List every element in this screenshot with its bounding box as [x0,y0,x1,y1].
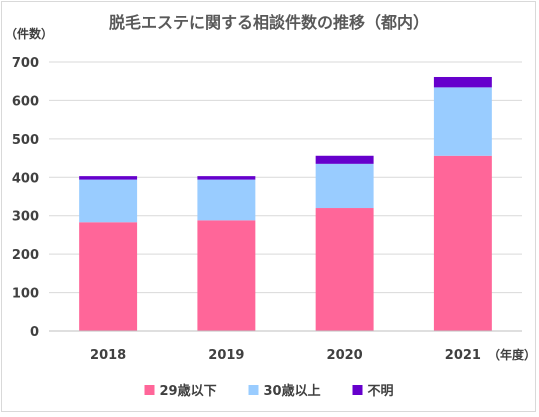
legend-label: 29歳以下 [160,383,217,399]
bar-segment [433,155,492,331]
x-tick-label: 2020 [327,348,363,363]
legend-item: 29歳以下 [144,383,217,399]
y-tick-label: 200 [12,248,39,263]
chart-frame: 脱毛エステに関する相談件数の推移（都内） （件数） 0 100 200 300 400 5… [1,1,536,412]
legend-swatch [352,385,363,395]
bar-segment [433,76,492,88]
legend-swatch [248,385,259,395]
y-tick-label: 500 [12,133,39,148]
bar-segment [315,155,374,164]
legend: 29歳以下 30歳以上 不明 [144,383,394,399]
x-tick-label: 2021 [445,348,481,363]
legend-item: 30歳以上 [248,383,321,399]
bar-segment [315,208,374,331]
y-tick-label: 300 [12,210,39,225]
bars [79,76,492,331]
legend-item: 不明 [352,384,394,399]
bar-segment [433,87,492,156]
y-tick-label: 100 [12,287,39,302]
bar-segment [197,179,256,221]
chart: 脱毛エステに関する相談件数の推移（都内） （件数） 0 100 200 300 400 5… [5,13,536,399]
bar-segment [197,176,256,180]
y-tick-label: 600 [12,94,39,109]
chart-title: 脱毛エステに関する相談件数の推移（都内） [109,13,429,32]
x-tick-label: 2018 [90,348,126,363]
legend-label: 30歳以上 [264,383,321,399]
bar-segment [197,220,256,331]
x-tick-label: 2019 [208,348,244,363]
legend-swatch [144,385,155,395]
x-axis-ticks: 2018 2019 2020 2021 [90,348,481,363]
legend-label: 不明 [368,384,394,399]
y-axis-label: （件数） [5,26,53,41]
bar-segment [79,222,138,331]
x-axis-label: （年度） [488,347,536,362]
bar-segment [315,163,374,209]
bar-segment [79,176,138,180]
y-tick-label: 400 [12,171,39,186]
y-tick-label: 700 [12,56,39,71]
y-axis-ticks: 0 100 200 300 400 500 600 700 [12,56,39,340]
bar-segment [79,179,138,223]
y-tick-label: 0 [30,325,39,340]
